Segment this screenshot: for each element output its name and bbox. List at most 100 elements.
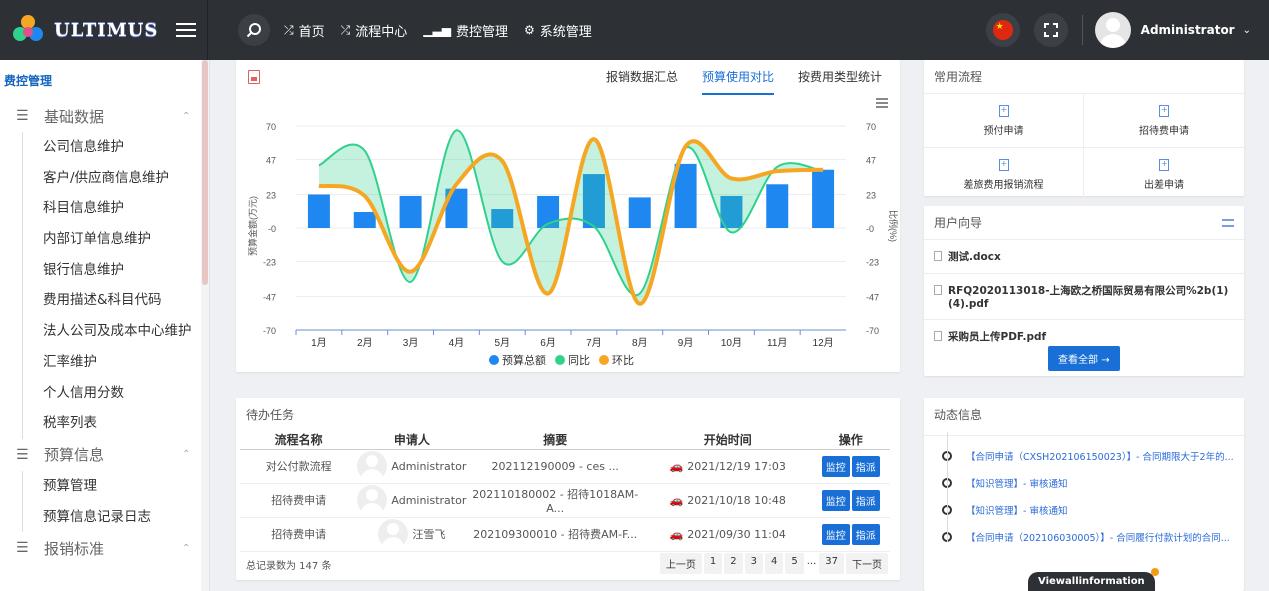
car-icon: 🚗 xyxy=(669,459,684,473)
process-travel-reimbursement[interactable]: 差旅费用报销流程 xyxy=(924,148,1084,202)
process-business-trip[interactable]: 出差申请 xyxy=(1084,148,1244,202)
bar-budget-total xyxy=(720,195,743,228)
sidebar-item[interactable]: 预算管理 xyxy=(43,477,97,494)
x-tick-label: 12月 xyxy=(813,337,834,349)
guide-file[interactable]: RFQ2020113018-上海欧之桥国际贸易有限公司%2b(1)(4).pdf xyxy=(924,274,1244,320)
table-row: 招待费申请 汪雪飞 202109300010 - 招待费AM-F... 🚗 202… xyxy=(240,517,890,552)
tab-expense-summary[interactable]: 报销数据汇总 xyxy=(605,70,678,84)
sidebar-item[interactable]: 银行信息维护 xyxy=(43,261,124,278)
activity-item[interactable]: 【合同申请（CXSH202106150023）】- 合同期限大于2年的... xyxy=(924,442,1244,469)
last-page-button[interactable]: 37 xyxy=(819,553,844,574)
sidebar-item[interactable]: 法人公司及成本中心维护 xyxy=(43,323,192,340)
x-tick-label: 1月 xyxy=(311,337,327,349)
next-page-button[interactable]: 下一页 xyxy=(846,553,888,574)
assign-button[interactable]: 指派 xyxy=(851,489,880,511)
monitor-button[interactable]: 监控 xyxy=(821,489,850,511)
arrow-right-icon: → xyxy=(1101,355,1110,366)
x-tick-label: 10月 xyxy=(721,337,742,349)
x-tick-label: 6月 xyxy=(540,337,556,349)
x-tick-label: 9月 xyxy=(678,337,694,349)
nav-home[interactable]: ⤮ 首页 xyxy=(284,22,325,40)
sidebar-group-basic-data[interactable]: ☰ 基础数据 ⌃ xyxy=(16,107,191,126)
cell-summary-link[interactable]: 202109300010 - 招待费AM-F... xyxy=(466,517,645,552)
sidebar-item[interactable]: 个人信用分数 xyxy=(43,384,124,401)
cell-summary-link[interactable]: 202110180002 - 招待1018AM-A... xyxy=(466,483,645,518)
logo-text: ULTIMUS xyxy=(54,19,159,41)
tab-budget-comparison[interactable]: 预算使用对比 xyxy=(701,68,774,95)
chevron-up-icon: ⌃ xyxy=(182,110,191,122)
sidebar-scrollbar[interactable] xyxy=(201,60,209,591)
user-guide-header: 用户向导 xyxy=(924,206,1244,240)
sidebar-group-budget-info[interactable]: ☰ 预算信息 ⌃ xyxy=(16,446,191,465)
pdf-export-icon[interactable] xyxy=(248,70,260,84)
user-avatar[interactable] xyxy=(1094,12,1131,48)
brand: ULTIMUS xyxy=(0,0,208,60)
y-tick-right: -0 xyxy=(866,224,874,234)
logo-icon xyxy=(10,12,46,48)
y-axis-label-right: 比例(%) xyxy=(888,210,899,242)
x-tick-label: 3月 xyxy=(403,337,419,349)
nav-process-center[interactable]: ⤮ 流程中心 xyxy=(340,22,408,40)
list-icon[interactable] xyxy=(1222,218,1234,227)
cell-process-name: 对公付款流程 xyxy=(240,449,358,484)
col-summary: 摘要 xyxy=(466,431,645,450)
nav-system-management[interactable]: ⚙ 系统管理 xyxy=(523,23,592,40)
user-guide-title: 用户向导 xyxy=(934,216,983,230)
page-button[interactable]: 2 xyxy=(724,553,743,574)
chevron-down-icon[interactable]: ⌄ xyxy=(1242,24,1251,36)
legend-label: 预算总额 xyxy=(502,353,546,367)
chart-menu-icon[interactable] xyxy=(876,98,888,108)
x-tick-label: 5月 xyxy=(494,337,510,349)
prev-page-button[interactable]: 上一页 xyxy=(659,553,702,574)
menu-toggle-icon[interactable] xyxy=(176,23,197,37)
view-all-information-button[interactable]: Viewallinformation xyxy=(1028,568,1159,591)
tab-by-expense-type[interactable]: 按费用类型统计 xyxy=(797,70,882,84)
page-button[interactable]: 3 xyxy=(744,553,763,574)
activity-item[interactable]: 【知识管理】- 审核通知 xyxy=(924,496,1244,523)
bar-budget-total xyxy=(307,194,330,228)
sidebar-item[interactable]: 科目信息维护 xyxy=(43,200,124,217)
sidebar-group-reimbursement-standard[interactable]: ☰ 报销标准 ⌃ xyxy=(16,539,191,558)
sidebar-item[interactable]: 公司信息维护 xyxy=(43,139,124,155)
y-tick-right: 23 xyxy=(866,190,876,200)
sidebar-item[interactable]: 内部订单信息维护 xyxy=(43,231,151,248)
monitor-button[interactable]: 监控 xyxy=(821,523,850,545)
nav-expense-control[interactable]: ▁▃▅ 费控管理 xyxy=(423,23,508,40)
cell-actions: 监控 指派 xyxy=(811,517,890,552)
scrollbar-thumb[interactable] xyxy=(202,60,208,285)
user-name[interactable]: Administrator xyxy=(1140,23,1235,37)
sidebar-item[interactable]: 税率列表 xyxy=(43,415,97,432)
view-all-button[interactable]: 查看全部 → xyxy=(1048,346,1120,371)
page-button[interactable]: 5 xyxy=(785,553,804,574)
search-button[interactable] xyxy=(238,14,270,46)
sidebar-item[interactable]: 客户/供应商信息维护 xyxy=(43,169,170,186)
process-prepayment[interactable]: 预付申请 xyxy=(924,94,1084,148)
cell-summary-link[interactable]: 202112190009 - ces ... xyxy=(466,449,645,484)
language-button[interactable] xyxy=(985,13,1020,47)
fullscreen-button[interactable] xyxy=(1033,13,1068,47)
process-entertainment[interactable]: 招待费申请 xyxy=(1084,94,1244,148)
sidebar-item[interactable]: 汇率维护 xyxy=(43,353,97,370)
bar-budget-total xyxy=(537,195,560,228)
line-yoy xyxy=(318,129,824,297)
page-button[interactable]: 4 xyxy=(764,553,784,574)
sidebar-item[interactable]: 预算信息记录日志 xyxy=(43,508,151,525)
total-records: 总记录数为 147 条 xyxy=(246,561,332,572)
monitor-button[interactable]: 监控 xyxy=(821,455,850,477)
document-icon xyxy=(998,158,1009,171)
sidebar-item[interactable]: 费用描述&科目代码 xyxy=(43,292,162,309)
y-tick-left: -47 xyxy=(263,292,276,302)
activity-item[interactable]: 【合同申请（202106030005）】- 合同履行付款计划的合同... xyxy=(924,523,1244,550)
assign-button[interactable]: 指派 xyxy=(851,455,880,477)
guide-file[interactable]: 测试.docx xyxy=(924,240,1244,274)
assign-button[interactable]: 指派 xyxy=(851,523,880,545)
bar-budget-total xyxy=(674,163,697,228)
guide-file[interactable]: 采购员上传PDF.pdf xyxy=(924,320,1244,353)
common-processes-title: 常用流程 xyxy=(934,70,983,84)
activity-item[interactable]: 【知识管理】- 审核通知 xyxy=(924,469,1244,496)
y-tick-right: -47 xyxy=(866,292,879,302)
page-button[interactable]: 1 xyxy=(703,553,723,574)
y-tick-left: 70 xyxy=(266,122,276,132)
cell-start-time: 🚗 2021/09/30 11:04 xyxy=(644,517,812,552)
x-tick-label: 4月 xyxy=(449,337,465,349)
